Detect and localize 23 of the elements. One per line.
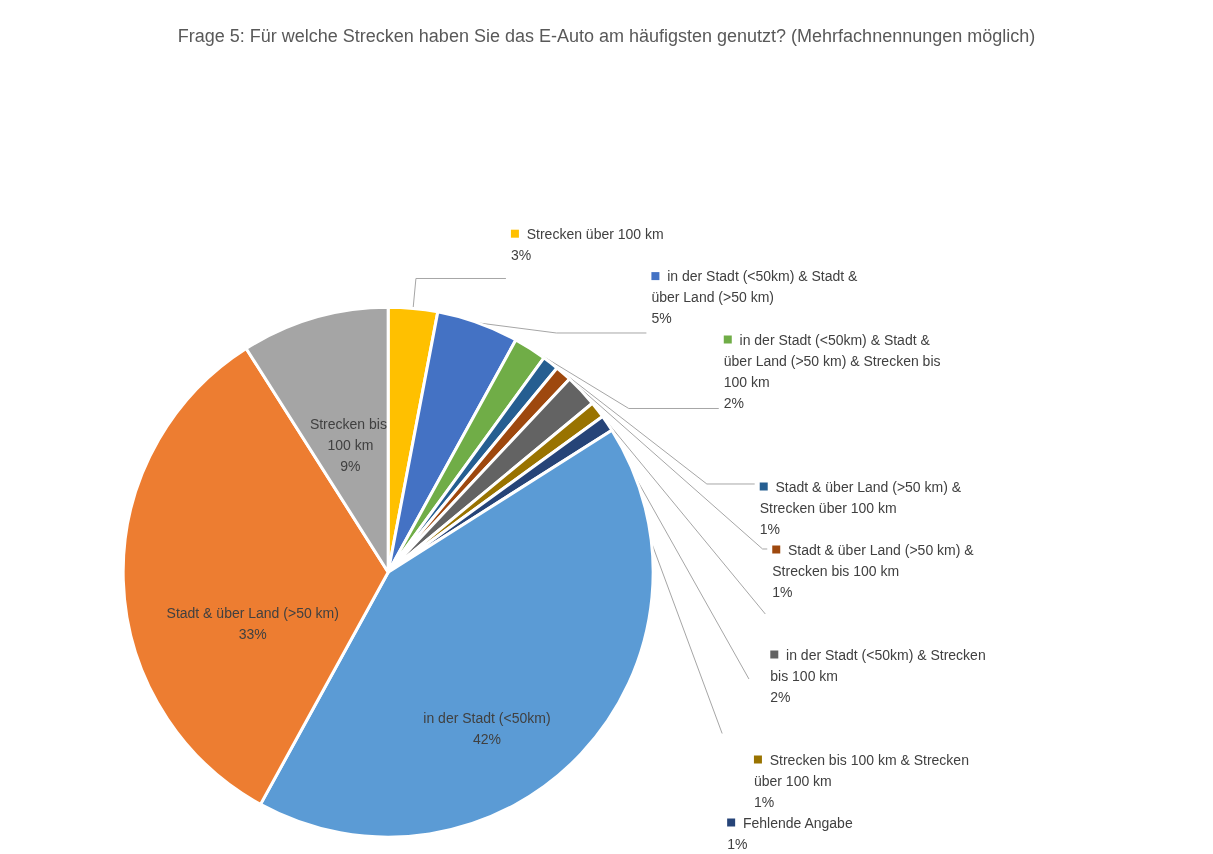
data-label: 1%: [759, 520, 780, 537]
data-label: 9%: [340, 457, 361, 474]
data-label: 3%: [510, 246, 532, 263]
data-label: 1%: [753, 793, 775, 810]
slice-label: Strecken bis 100 km: [309, 415, 391, 453]
chart-title: Frage 5: Für welche Strecken haben Sie das E-Auto am häufigsten genutzt? (Mehrfachnennungen möglich): [177, 26, 1036, 46]
legend-label: Strecken über 100 km: [518, 225, 664, 242]
legend-label: Stadt & über Land (>50 km) & Strecken bis 100 km: [772, 541, 978, 579]
legend-label: Stadt & über Land (>50 km) & Strecken über 100 km: [759, 478, 965, 516]
data-label: 1%: [772, 583, 793, 600]
legend-label: in der Stadt (<50km) & Strecken bis 100 km: [770, 646, 990, 684]
data-label: 42%: [472, 730, 501, 747]
slice-label: in der Stadt (<50km): [423, 709, 551, 726]
legend-label: Fehlende Angabe: [735, 814, 853, 831]
legend-label: Strecken bis 100 km & Strecken über 100 km: [753, 751, 973, 789]
legend-label: in der Stadt (<50km) & Stadt & über Land (>50 km): [651, 268, 862, 306]
slice-label: Stadt & über Land (>50 km): [166, 604, 339, 621]
data-label: 33%: [238, 625, 267, 642]
data-label: 5%: [651, 310, 672, 327]
data-label: 2%: [770, 688, 791, 705]
legend-label: in der Stadt (<50km) & Stadt & über Land (>50 km) & Strecken bis 100 km: [723, 331, 945, 390]
data-label: 2%: [723, 394, 744, 411]
data-label: 1%: [727, 835, 748, 852]
